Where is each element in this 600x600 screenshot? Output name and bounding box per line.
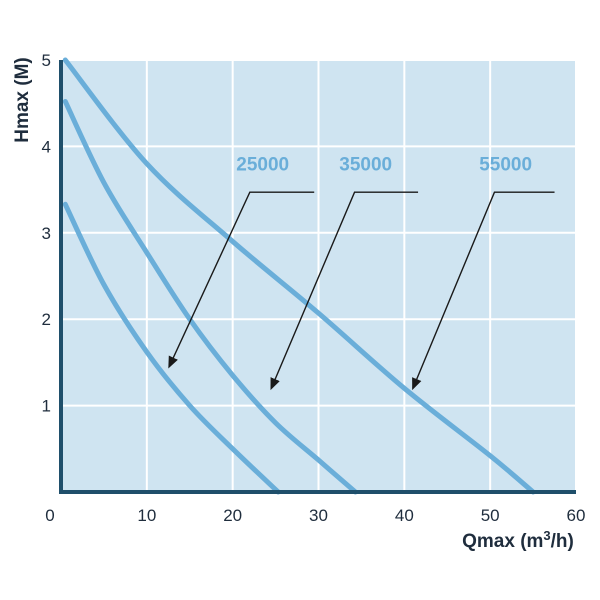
y-tick-label: 3 — [42, 224, 51, 243]
curves — [62, 57, 536, 495]
x-tick-label: 40 — [395, 506, 414, 525]
tick-labels: 0 10 20 30 40 50 60 1 2 3 4 5 — [42, 51, 586, 525]
series-label-35000: 35000 — [339, 155, 392, 176]
x-axis-title-suffix: /h) — [551, 531, 574, 552]
x-tick-label: 30 — [309, 506, 328, 525]
y-tick-label: 4 — [42, 137, 51, 156]
x-tick-label: 10 — [137, 506, 156, 525]
axes — [59, 60, 576, 494]
leader-arrow-35000 — [270, 191, 419, 391]
y-axis-title: Hmax (M) — [12, 57, 33, 143]
x-tick-label: 20 — [223, 506, 242, 525]
y-tick-label: 1 — [42, 397, 51, 416]
y-tick-label: 2 — [42, 310, 51, 329]
series-line-25000 — [62, 201, 281, 495]
leader-arrow-55000 — [412, 191, 555, 391]
y-tick-label: 5 — [42, 51, 51, 70]
x-tick-label: 0 — [45, 506, 54, 525]
x-axis-title-prefix: Qmax (m — [462, 531, 543, 552]
series-label-55000: 55000 — [479, 155, 532, 176]
series-line-55000 — [62, 57, 536, 495]
series-line-35000 — [62, 98, 358, 495]
leader-arrow-25000 — [168, 191, 315, 369]
x-tick-label: 50 — [481, 506, 500, 525]
x-axis-title-superscript: 3 — [543, 528, 550, 543]
x-tick-label: 60 — [567, 506, 586, 525]
x-axis-title: Qmax (m3/h) — [462, 528, 574, 552]
series-label-25000: 25000 — [236, 155, 289, 176]
annotations: 25000 35000 55000 — [168, 155, 555, 391]
